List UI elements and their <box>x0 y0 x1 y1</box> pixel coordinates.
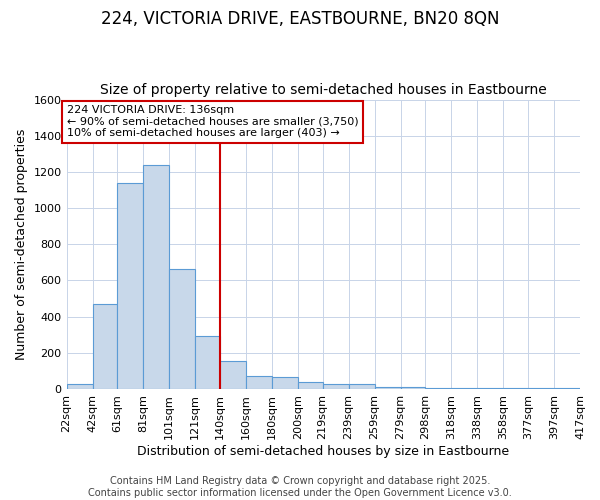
Title: Size of property relative to semi-detached houses in Eastbourne: Size of property relative to semi-detach… <box>100 83 547 97</box>
Bar <box>374 387 401 389</box>
Bar <box>451 388 478 389</box>
Bar <box>554 388 580 389</box>
Bar <box>195 336 220 389</box>
Bar <box>272 377 298 389</box>
Bar <box>349 384 374 389</box>
Bar <box>143 164 169 389</box>
Bar <box>425 388 451 389</box>
Bar <box>246 376 272 389</box>
Text: 224 VICTORIA DRIVE: 136sqm
← 90% of semi-detached houses are smaller (3,750)
10%: 224 VICTORIA DRIVE: 136sqm ← 90% of semi… <box>67 105 358 138</box>
Bar <box>220 361 246 389</box>
Text: 224, VICTORIA DRIVE, EASTBOURNE, BN20 8QN: 224, VICTORIA DRIVE, EASTBOURNE, BN20 8Q… <box>101 10 499 28</box>
Bar <box>67 384 92 389</box>
Bar <box>503 388 528 389</box>
Bar <box>528 388 554 389</box>
Y-axis label: Number of semi-detached properties: Number of semi-detached properties <box>15 128 28 360</box>
X-axis label: Distribution of semi-detached houses by size in Eastbourne: Distribution of semi-detached houses by … <box>137 444 509 458</box>
Bar <box>401 387 425 389</box>
Bar <box>169 268 195 389</box>
Bar <box>478 388 503 389</box>
Bar <box>323 384 349 389</box>
Bar <box>117 183 143 389</box>
Bar <box>92 304 117 389</box>
Text: Contains HM Land Registry data © Crown copyright and database right 2025.
Contai: Contains HM Land Registry data © Crown c… <box>88 476 512 498</box>
Bar <box>298 382 323 389</box>
